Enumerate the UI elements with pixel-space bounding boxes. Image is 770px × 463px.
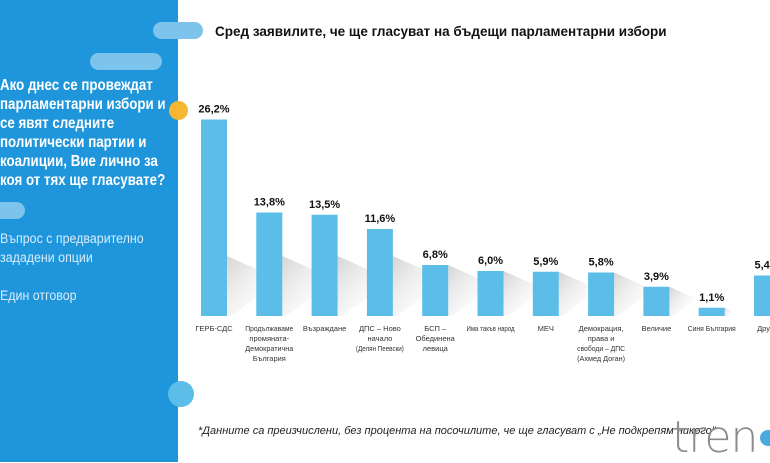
decor-blue-dot [168, 381, 194, 407]
survey-question: Ако днес се провеждат парламентарни избо… [0, 77, 166, 189]
data-label: 5,8% [589, 257, 614, 269]
category-label: Възраждане [303, 324, 346, 333]
category-label: Други [757, 324, 770, 333]
category-label: свободи – ДПС [577, 344, 626, 353]
bar-shadow [337, 256, 392, 316]
bar-shadow [448, 265, 495, 316]
decor-orange-dot [169, 101, 188, 120]
bar [366, 229, 393, 316]
decor-pill [153, 22, 203, 39]
question-type: Въпрос с предварително зададени опции [0, 231, 144, 265]
category-label: ГЕРБ-СДС [195, 324, 233, 333]
category-label: права и [588, 334, 615, 343]
category-label: Демокрация, [579, 324, 624, 333]
bar [201, 119, 227, 316]
category-label: начало [367, 334, 392, 343]
bar [754, 275, 770, 316]
category-label: Синя България [688, 324, 736, 333]
bar-shadow [503, 271, 544, 316]
data-label: 11,6% [365, 213, 396, 225]
bar-shadow [614, 272, 654, 316]
answer-type: Един отговор [0, 288, 77, 303]
bar-shadow [282, 256, 337, 316]
bar-shadow [392, 256, 447, 316]
bar [532, 271, 559, 316]
category-label: левица [423, 344, 449, 353]
logo-dot [760, 430, 770, 446]
data-label: 3,9% [644, 271, 669, 283]
data-label: 13,5% [309, 199, 340, 211]
category-label: (Делян Пеевски) [356, 344, 404, 353]
sidebar-panel [0, 0, 178, 462]
data-label: 5,4% [754, 260, 770, 272]
bar-shadow [669, 286, 696, 316]
bar [643, 286, 670, 316]
data-label: 5,9% [533, 256, 558, 268]
category-label: Величие [642, 324, 672, 333]
chart-title: Сред заявилите, че ще гласуват на бъдещи… [215, 24, 667, 39]
category-label: Демократична [245, 344, 294, 353]
bar [256, 212, 283, 316]
footnote: *Данните са преизчислени, без процента н… [198, 425, 716, 437]
data-label: 13,8% [254, 197, 285, 209]
bar [588, 272, 615, 316]
category-label: Продължаваме [245, 324, 293, 333]
decor-pill [0, 202, 25, 219]
category-label: Има такъв народ [467, 324, 515, 333]
decor-pill [90, 53, 162, 70]
data-label: 26,2% [198, 104, 229, 116]
category-label: (Ахмед Доган) [577, 354, 625, 363]
category-label: МЕЧ [538, 324, 554, 333]
bar [311, 214, 338, 316]
category-label: БСП – [424, 324, 447, 333]
category-label: ДПС – Ново [359, 324, 401, 333]
trend-logo: tren [672, 412, 758, 463]
bar [698, 307, 725, 316]
bar [422, 265, 449, 316]
category-label: Обединена [416, 334, 456, 343]
category-label: промяната- [249, 334, 289, 343]
data-label: 1,1% [699, 292, 724, 304]
bar [477, 271, 504, 316]
bar-shadow [227, 256, 281, 316]
data-label: 6,8% [423, 249, 448, 261]
category-label: България [253, 354, 286, 363]
bar-shadow [724, 307, 733, 316]
data-label: 6,0% [478, 255, 503, 267]
bar-shadow [558, 271, 599, 316]
